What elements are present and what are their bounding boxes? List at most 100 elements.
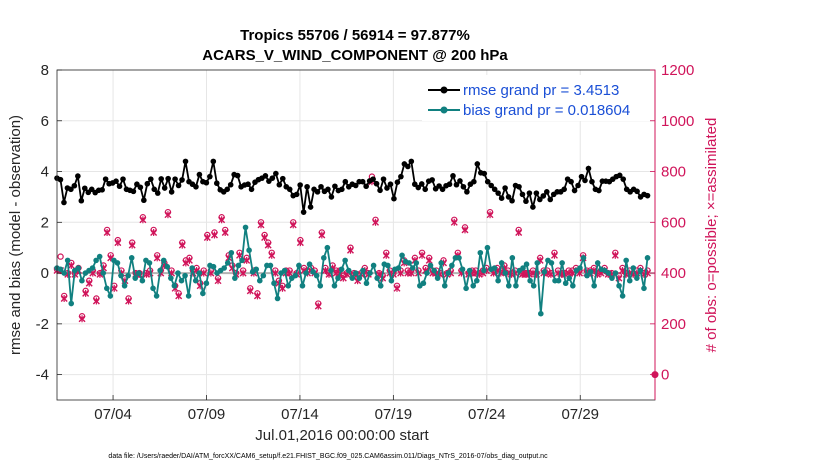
left-tick-label: 0	[41, 265, 49, 282]
chart-title-line1: Tropics 55706 / 56914 = 97.877%	[240, 27, 470, 44]
bias-point	[484, 244, 491, 251]
rmse-point	[276, 181, 283, 188]
bias-point	[584, 272, 590, 279]
rmse-point	[144, 180, 151, 187]
rmse-point	[325, 186, 331, 193]
rmse-point	[471, 178, 477, 185]
bias-point	[505, 282, 512, 289]
series-lines	[54, 158, 651, 317]
legend-rmse-marker	[440, 86, 448, 94]
bias-point	[413, 260, 420, 266]
rmse-point	[116, 183, 123, 190]
rmse-point	[314, 189, 321, 195]
bias-point	[274, 295, 281, 302]
rmse-point	[575, 182, 581, 189]
bias-point	[456, 255, 462, 261]
obs-assimilated-marker	[515, 228, 523, 236]
bias-point	[260, 272, 267, 279]
rmse-point	[509, 197, 515, 204]
rmse-point	[88, 186, 95, 193]
rmse-point	[568, 178, 574, 185]
obs-assimilated-marker	[210, 231, 218, 239]
rmse-point	[328, 194, 335, 200]
bias-point	[182, 272, 188, 279]
bias-point	[626, 277, 633, 284]
right-tick-label: 400	[661, 265, 686, 282]
y-axis-label-left: rmse and bias (model - observation)	[7, 115, 24, 355]
rmse-point	[227, 181, 234, 188]
rmse-point	[57, 176, 64, 183]
bias-point	[75, 265, 82, 271]
obs-assimilated-marker	[372, 218, 380, 226]
right-tick-label: 600	[661, 214, 686, 231]
rmse-point	[137, 184, 144, 191]
bias-point	[356, 275, 363, 281]
bias-point	[466, 267, 473, 274]
y-axis-label-right: # of obs: o=possible; ×=assimilated	[703, 118, 720, 353]
rmse-point	[130, 188, 137, 195]
right-tick-label: 200	[661, 316, 686, 333]
rmse-point	[571, 187, 578, 194]
bias-point	[281, 267, 288, 274]
obs-assimilated-marker	[78, 315, 86, 323]
bias-point	[185, 293, 192, 299]
bias-point	[271, 280, 277, 287]
rmse-point	[474, 161, 481, 167]
rmse-point	[102, 176, 109, 182]
rmse-point	[457, 178, 463, 184]
bias-point	[559, 260, 565, 266]
rmse-point	[161, 185, 168, 191]
rmse-point	[505, 194, 512, 200]
bias-point	[171, 282, 178, 289]
obs-assimilated-marker	[271, 269, 279, 277]
bias-point	[189, 265, 195, 271]
bias-point	[89, 265, 96, 271]
bias-point	[303, 270, 309, 276]
bias-point	[256, 277, 263, 284]
obs-assimilated-marker	[203, 234, 211, 242]
x-tick-label: 07/29	[561, 406, 599, 423]
bias-point	[331, 282, 338, 289]
bias-point	[313, 272, 320, 279]
rmse-point	[523, 198, 529, 205]
bias-point	[473, 277, 480, 284]
obs-assimilated-marker	[393, 284, 401, 292]
left-tick-label: -4	[36, 367, 49, 384]
right-tick-label: 800	[661, 164, 686, 181]
rmse-point	[68, 186, 74, 193]
rmse-point	[561, 186, 567, 193]
left-tick-label: -2	[36, 316, 49, 333]
bias-point	[157, 267, 163, 274]
obs-assimilated-marker	[286, 269, 294, 277]
bias-point	[534, 260, 541, 266]
obs-assimilated-marker	[103, 228, 111, 236]
rmse-point	[384, 185, 390, 191]
obs-assimilated-marker	[314, 302, 322, 310]
bias-point	[203, 280, 210, 287]
rmse-point	[439, 186, 446, 193]
rmse-point	[99, 187, 105, 193]
rmse-point	[578, 173, 585, 180]
rmse-point	[210, 158, 217, 165]
bias-point	[61, 270, 67, 276]
rmse-point	[158, 176, 165, 182]
rmse-point	[596, 187, 602, 194]
obs-assimilated-marker	[289, 221, 297, 229]
obs-assimilated-marker	[82, 289, 90, 297]
bias-point	[438, 260, 444, 266]
rmse-point	[620, 176, 627, 182]
rmse-point	[300, 209, 307, 215]
obs-assimilated-marker	[318, 231, 326, 239]
rmse-point	[495, 190, 501, 196]
x-tick-label: 07/19	[375, 406, 413, 423]
bias-point	[395, 265, 402, 271]
bias-point	[224, 260, 231, 266]
rmse-point	[75, 173, 81, 179]
left-tick-label: 6	[41, 113, 49, 130]
bias-point	[132, 275, 139, 281]
left-tick-label: 8	[41, 62, 49, 79]
rmse-point	[234, 172, 241, 179]
bias-point	[164, 263, 171, 270]
bias-point	[609, 275, 615, 281]
